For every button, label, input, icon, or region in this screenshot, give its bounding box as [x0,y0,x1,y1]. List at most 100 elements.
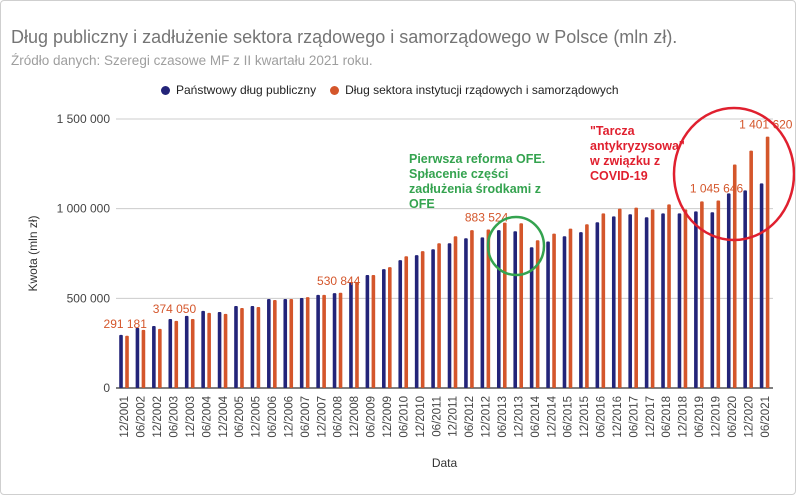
bar-national-debt [546,241,550,388]
annotation-covid-shield: w związku z [589,154,660,168]
bar-sector-debt [634,207,638,388]
bar-national-debt [299,297,304,388]
bar-sector-debt [355,282,359,388]
data-label: 374 050 [153,302,197,316]
bar-sector-debt [158,328,162,388]
bar-national-debt [217,311,222,388]
bar-sector-debt [437,243,441,388]
legend-item-sector-debt[interactable]: Dług sektora instytucji rządowych i samo… [330,83,619,97]
bar-national-debt [513,231,518,388]
x-tick-label: 06/2015 [563,396,575,438]
bar-national-debt [579,232,583,388]
legend-label: Dług sektora instytucji rządowych i samo… [345,83,619,97]
bar-sector-debt [601,213,606,388]
x-tick-label: 06/2020 [727,396,739,438]
bar-sector-debt [535,240,540,388]
bar-sector-debt [322,294,326,388]
bar-sector-debt [519,223,524,388]
annotation-covid-shield: COVID-19 [590,169,648,183]
annotation-ofe-reform: Pierwsza reforma OFE. [409,152,545,166]
bar-national-debt [414,255,419,388]
legend-label: Państwowy dług publiczny [176,83,317,97]
bar-national-debt [759,183,764,388]
x-tick-label: 06/2012 [464,396,476,438]
data-label: 1 401 620 [739,118,793,132]
y-tick-label: 500 000 [67,291,111,305]
bar-sector-debt [223,313,228,388]
annotation-ofe-reform: OFE [409,197,435,211]
bar-sector-debt [453,236,458,388]
chart-subtitle: Źródło danych: Szeregi czasowe MF z II k… [11,53,373,68]
bar-national-debt [119,334,123,388]
bar-sector-debt [371,275,376,388]
bar-national-debt [267,299,271,388]
y-tick-label: 0 [103,381,110,395]
bar-sector-debt [700,201,704,388]
bar-national-debt [464,238,468,388]
bar-sector-debt [486,229,491,388]
legend: Państwowy dług publiczny Dług sektora in… [161,83,619,97]
x-tick-label: 12/2004 [218,395,230,437]
x-tick-label: 06/2008 [333,396,345,438]
x-tick-label: 06/2002 [136,396,148,438]
x-tick-label: 06/2013 [497,396,509,438]
bar-national-debt [250,306,255,388]
bar-sector-debt [388,267,392,388]
bar-national-debt [152,325,156,388]
bar-sector-debt [256,306,261,388]
x-tick-label: 06/2003 [168,396,180,438]
bar-national-debt [431,249,435,388]
bar-national-debt [349,282,353,388]
x-tick-label: 06/2007 [300,396,312,438]
legend-swatch [330,86,340,96]
x-tick-label: 12/2010 [415,396,427,438]
bar-national-debt [480,237,485,388]
bar-sector-debt [749,150,753,388]
bar-national-debt [694,211,698,388]
x-tick-label: 06/2005 [234,396,246,438]
bar-sector-debt [732,164,737,388]
bar-national-debt [382,269,386,388]
bar-national-debt [332,293,337,388]
x-tick-label: 06/2016 [596,396,608,438]
bar-sector-debt [667,204,671,388]
bar-national-debt [316,294,320,388]
bar-national-debt [447,243,452,388]
y-tick-label: 1 000 000 [57,202,111,216]
x-tick-label: 06/2018 [661,396,673,438]
x-tick-label: 12/2012 [481,396,493,438]
bar-sector-debt [650,209,655,388]
bar-national-debt [283,299,288,388]
x-tick-label: 06/2010 [398,396,410,438]
x-tick-label: 12/2013 [513,396,525,438]
bar-sector-debt [305,297,310,388]
x-tick-label: 12/2003 [185,396,197,438]
x-tick-label: 12/2018 [678,396,690,438]
x-tick-label: 06/2004 [201,395,213,437]
legend-item-national-debt[interactable]: Państwowy dług publiczny [161,83,316,97]
x-tick-label: 12/2020 [743,396,755,438]
data-label: 1 045 646 [690,181,744,195]
y-axis-title: Kwota (mln zł) [26,215,40,291]
bar-sector-debt [190,318,195,388]
bar-sector-debt [568,228,573,388]
bar-sector-debt [273,299,277,388]
bar-sector-debt [765,136,770,388]
x-tick-label: 06/2017 [628,396,640,438]
bar-sector-debt [338,292,343,388]
x-tick-label: 12/2008 [349,396,361,438]
bar-national-debt [628,214,632,388]
bar-national-debt [529,247,534,388]
bar-national-debt [743,190,747,388]
bar-sector-debt [420,251,425,388]
bar-sector-debt [585,224,589,388]
x-axis-title: Data [432,456,458,470]
bar-national-debt [168,318,173,388]
x-tick-label: 06/2011 [431,396,443,437]
bar-national-debt [562,236,567,388]
annotation-covid-shield: "Tarcza [590,124,636,138]
legend-swatch [161,86,170,96]
chart-title: Dług publiczny i zadłużenie sektora rząd… [11,27,678,47]
